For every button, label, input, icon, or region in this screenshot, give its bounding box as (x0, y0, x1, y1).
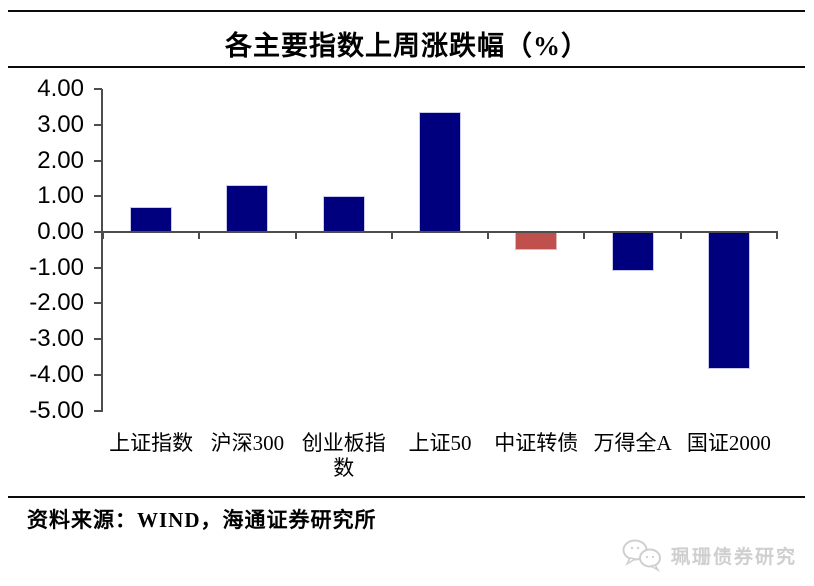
chart-title: 各主要指数上周涨跌幅（%） (225, 31, 589, 61)
y-tick-label: -5.00 (29, 396, 84, 424)
x-axis-line (102, 231, 778, 233)
watermark-label: 珮珊债券研究 (671, 546, 798, 568)
source-note: 资料来源：WIND，海通证券研究所 (27, 508, 377, 532)
y-tick-label: 3.00 (37, 110, 84, 138)
x-category-label: 国证2000 (686, 431, 771, 455)
y-tick-label: -2.00 (29, 289, 84, 317)
y-tick-label: 4.00 (37, 75, 84, 103)
y-axis-line (101, 89, 103, 412)
bar-沪深300 (226, 184, 269, 232)
y-tick-label: -3.00 (29, 325, 84, 353)
x-category-label: 沪深300 (210, 431, 285, 455)
x-axis-tick (198, 233, 201, 239)
x-axis-labels: 上证指数 沪深300 创业板指数 上证50 中证转债 万得全A 国证2000 (103, 431, 777, 481)
y-axis-tick (94, 409, 102, 412)
bar-创业板指数 (322, 196, 365, 232)
x-category-label: 上证50 (408, 431, 472, 455)
footer-rule (8, 496, 805, 498)
y-axis-tick (94, 373, 102, 376)
bar-中证转债 (515, 232, 558, 250)
top-rule (8, 10, 805, 12)
x-axis-tick (679, 233, 682, 239)
watermark: 珮珊债券研究 (622, 538, 797, 572)
bar-万得全A (611, 232, 654, 271)
x-axis-tick (102, 233, 104, 239)
x-category-label: 中证转债 (494, 431, 579, 455)
y-axis-tick (94, 123, 102, 126)
x-axis-tick (294, 233, 297, 239)
y-axis-tick (94, 231, 102, 233)
bar-chart: 4.00 3.00 2.00 1.00 0.00 -1.00 -2.00 -3.00 -4.00… (29, 75, 778, 481)
y-tick-label: 1.00 (37, 182, 84, 210)
y-axis-tick (94, 195, 102, 198)
y-axis-tick (94, 88, 102, 91)
y-axis-tick (94, 266, 102, 269)
x-axis-tick (583, 233, 586, 239)
y-axis-tick (94, 302, 102, 305)
y-tick-label: -1.00 (29, 253, 84, 281)
x-category-label: 万得全A (593, 431, 672, 455)
bar-上证50 (419, 112, 461, 232)
bar-上证指数 (130, 206, 173, 232)
x-axis-tick (487, 233, 490, 239)
y-axis-tick (94, 338, 102, 341)
x-category-label: 上证指数 (109, 431, 194, 455)
x-axis-tick (776, 233, 778, 239)
title-divider-rule (8, 66, 805, 68)
y-tick-label: 0.00 (37, 218, 84, 245)
y-tick-label: 2.00 (37, 146, 84, 174)
wechat-icon (622, 539, 661, 572)
bar-国证2000 (707, 232, 750, 370)
y-axis-tick (94, 159, 102, 162)
x-axis-tick (390, 233, 393, 239)
y-tick-label: -4.00 (29, 360, 84, 388)
x-category-label: 创业板指数 (301, 431, 386, 480)
